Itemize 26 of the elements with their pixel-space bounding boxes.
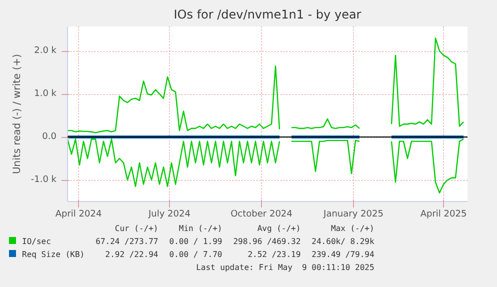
y-axis-title: Units read (-) / write (+) xyxy=(12,54,23,174)
text: 239.49 /79.94 xyxy=(310,249,376,261)
x-tick-label: July 2024 xyxy=(148,210,191,220)
text: 2.52 /23.19 xyxy=(246,249,302,261)
y-tick-label: -1.0 k xyxy=(30,175,58,185)
text: Cur (-/+) xyxy=(114,223,160,235)
legend-label: IO/sec xyxy=(21,236,52,248)
chart-title: IOs for /dev/nvme1n1 - by year xyxy=(174,8,362,22)
x-tick-label: October 2024 xyxy=(230,210,293,220)
text: 67.24 /273.77 xyxy=(94,236,160,248)
x-tick-label: April 2024 xyxy=(55,210,102,220)
text: 0.00 / 7.70 xyxy=(168,249,224,261)
text: 2.92 /22.94 xyxy=(104,249,160,261)
y-tick-label: 1.0 k xyxy=(34,89,58,100)
text: Avg (-/+) xyxy=(256,223,302,235)
x-tick-label: April 2025 xyxy=(420,210,467,220)
text: 24.60k/ 8.29k xyxy=(310,236,376,248)
legend-label: Req Size (KB) xyxy=(21,249,86,261)
text: Max (-/+) xyxy=(330,223,376,235)
text: Min (-/+) xyxy=(178,223,224,235)
x-tick-label: January 2025 xyxy=(322,210,384,220)
text: 0.00 / 1.99 xyxy=(168,236,224,248)
text: 298.96 /469.32 xyxy=(232,236,302,248)
text: Last update: Fri May 9 00:11:10 2025 xyxy=(195,262,376,274)
y-tick-label: 2.0 k xyxy=(34,46,58,56)
y-tick-label: 0.0 xyxy=(42,132,57,142)
